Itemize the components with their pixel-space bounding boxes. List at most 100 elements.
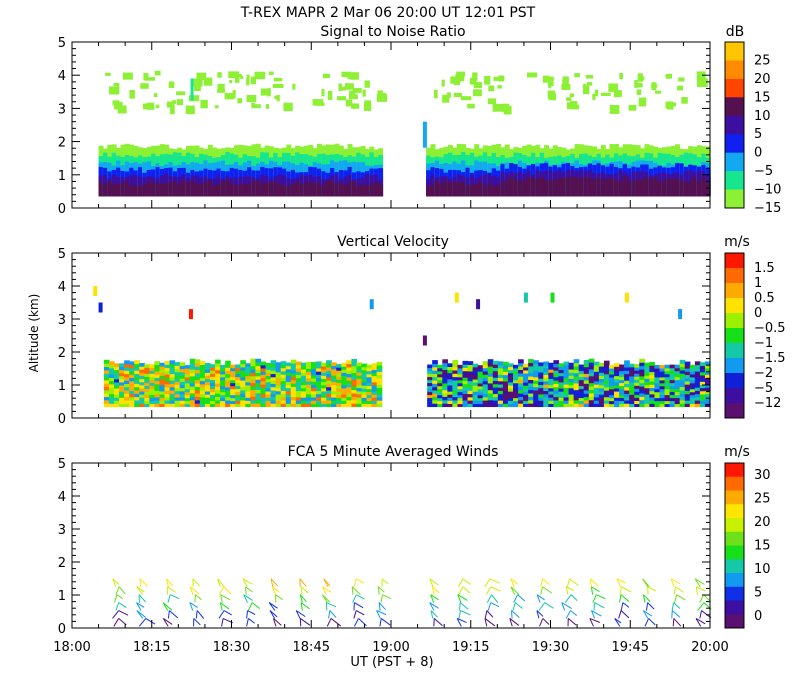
vv-cell bbox=[452, 363, 459, 368]
vv-cell bbox=[326, 360, 332, 365]
snr-cell bbox=[216, 183, 222, 197]
colorbar-swatch bbox=[725, 545, 744, 560]
vv-cell bbox=[492, 383, 499, 388]
vv-cell bbox=[144, 385, 150, 389]
vv-cell bbox=[704, 364, 711, 369]
vv-cell bbox=[593, 364, 600, 369]
vv-cell bbox=[447, 384, 454, 389]
vv-cell bbox=[174, 368, 181, 373]
wind-barb-flag bbox=[195, 594, 202, 601]
snr-cell bbox=[701, 176, 707, 197]
vv-cell bbox=[225, 393, 231, 398]
vv-cell bbox=[442, 362, 448, 367]
snr-cell bbox=[548, 179, 554, 197]
snr-cell bbox=[177, 183, 183, 197]
colorbar-swatch bbox=[725, 586, 744, 601]
vv-cell bbox=[543, 367, 549, 372]
vv-cell bbox=[331, 393, 337, 398]
vv-cell bbox=[103, 366, 110, 371]
snr-cell bbox=[482, 185, 488, 197]
vv-cell bbox=[230, 385, 236, 390]
vv-cell bbox=[578, 403, 585, 408]
vv-cell bbox=[310, 400, 317, 404]
vv-cell bbox=[699, 378, 706, 382]
vv-cell bbox=[199, 367, 206, 372]
vv-cell bbox=[235, 394, 241, 399]
vv-cell bbox=[644, 390, 650, 395]
vv-cell bbox=[108, 393, 115, 398]
wind-barb-flag bbox=[189, 602, 198, 608]
vv-cell bbox=[442, 379, 448, 384]
vv-cell bbox=[341, 372, 347, 377]
vv-cell bbox=[447, 363, 454, 367]
snr-cell bbox=[465, 185, 471, 197]
vv-echo bbox=[93, 286, 98, 296]
vv-cell bbox=[603, 386, 610, 391]
vv-cell bbox=[563, 393, 570, 398]
colorbar-swatch bbox=[725, 60, 744, 80]
vv-cell bbox=[108, 383, 115, 388]
wind-barb bbox=[619, 586, 622, 595]
wind-barb-flag bbox=[275, 594, 284, 601]
vv-cell bbox=[543, 371, 549, 375]
vv-cell bbox=[492, 373, 499, 378]
wind-barb-flag bbox=[300, 602, 310, 610]
vv-cell bbox=[538, 371, 544, 376]
snr-cell bbox=[544, 180, 550, 197]
vv-cell bbox=[513, 397, 519, 402]
vv-cell bbox=[614, 390, 620, 395]
vv-cell bbox=[240, 370, 246, 375]
vv-cell bbox=[124, 363, 130, 368]
vv-cell bbox=[230, 379, 236, 384]
snr-clutter bbox=[246, 78, 250, 86]
vv-cell bbox=[154, 390, 161, 395]
vv-cell bbox=[639, 403, 645, 408]
vv-cell bbox=[492, 360, 499, 365]
vv-cell bbox=[245, 375, 251, 380]
vv-cell bbox=[639, 389, 645, 394]
vv-cell bbox=[664, 385, 671, 390]
vv-cell bbox=[225, 399, 231, 404]
vv-cell bbox=[507, 363, 514, 368]
vv-cell bbox=[245, 378, 251, 383]
vv-cell bbox=[467, 403, 474, 408]
snr-cell bbox=[351, 181, 357, 197]
wind-barb-flag bbox=[671, 610, 681, 618]
vv-cell bbox=[184, 365, 191, 369]
wind-barb bbox=[194, 594, 197, 603]
snr-clutter bbox=[229, 80, 233, 84]
snr-clutter bbox=[166, 101, 175, 108]
vv-cell bbox=[553, 376, 560, 381]
vv-cell bbox=[427, 370, 433, 375]
colorbar-swatch bbox=[725, 403, 744, 419]
vv-cell bbox=[437, 394, 443, 399]
vv-cell bbox=[528, 389, 534, 394]
vv-cell bbox=[225, 380, 231, 385]
vv-cell bbox=[548, 381, 555, 386]
vv-cell bbox=[270, 403, 277, 408]
vv-cell bbox=[305, 390, 312, 395]
vv-cell bbox=[553, 360, 560, 365]
snr-cell bbox=[194, 183, 200, 197]
snr-cell bbox=[295, 181, 301, 197]
vv-cell bbox=[598, 384, 605, 389]
vv-cell bbox=[351, 365, 358, 370]
vv-cell bbox=[285, 365, 292, 370]
vv-cell bbox=[149, 403, 156, 408]
vv-cell bbox=[255, 362, 262, 367]
wind-barb bbox=[509, 618, 513, 627]
vv-cell bbox=[659, 391, 666, 396]
wind-barb bbox=[485, 586, 492, 595]
vv-cell bbox=[442, 389, 448, 394]
vv-cell bbox=[619, 400, 625, 405]
vv-cell bbox=[619, 382, 625, 387]
vv-cell bbox=[639, 375, 645, 380]
vv-cell bbox=[149, 379, 156, 383]
vv-cell bbox=[290, 383, 297, 387]
vv-cell bbox=[336, 373, 342, 377]
vv-cell bbox=[452, 386, 459, 391]
vv-cell bbox=[467, 387, 474, 391]
vv-cell bbox=[159, 403, 166, 408]
colorbar-frame bbox=[724, 462, 745, 629]
vv-cell bbox=[275, 368, 282, 373]
